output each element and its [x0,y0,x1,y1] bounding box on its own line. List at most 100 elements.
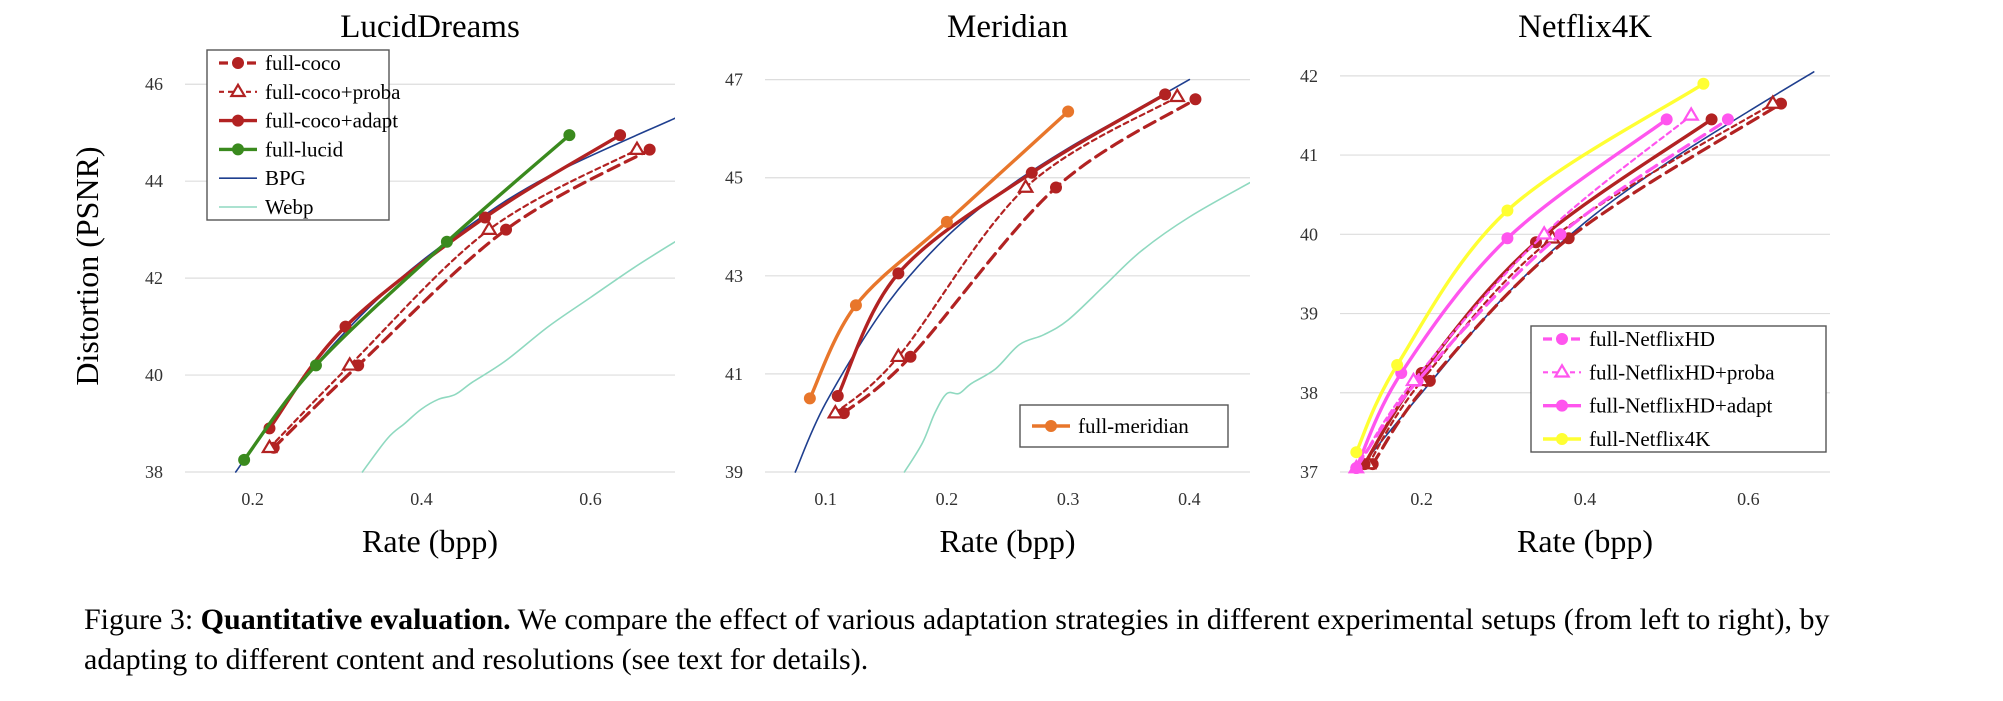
series-line-full-coco-proba [834,95,1179,415]
y-tick-label: 40 [145,365,163,385]
series-full-netflixhd-adapt [1350,113,1673,475]
data-point-full-netflixhd-proba [1404,371,1423,387]
x-axis-label: Rate (bpp) [362,523,498,559]
data-point-full-coco-adapt [478,211,491,224]
y-tick-label: 42 [145,268,163,288]
series-line-full-lucid [242,133,572,462]
data-point-full-coco-adapt [339,320,352,333]
data-point-full-coco [1050,181,1062,194]
data-point-full-netflixhd-proba [1535,225,1553,240]
y-tick-label: 41 [1300,145,1318,165]
series-webp [361,241,675,473]
caption-text: We compare the effect of various adaptat… [84,603,1830,676]
x-axis-label: Rate (bpp) [940,523,1076,559]
chart-panel-luciddreams: 38 40 42 44 46 0.2 0.4 0.6 LucidDreams Rate (bpp)… [69,9,675,559]
chart-title: LucidDreams [340,9,520,45]
series-line-full-netflixhd [1354,117,1730,470]
series-full-coco-proba [260,140,646,454]
legend: full-meridian [1019,404,1229,448]
data-point-full-coco-proba [889,347,907,363]
series-line-full-coco-proba [268,148,639,449]
x-tick-label: 0.2 [936,489,959,509]
y-tick-label: 43 [725,266,743,286]
data-point-full-coco [500,223,513,236]
data-point-full-meridian [940,215,953,228]
data-point-full-coco-proba [826,403,844,419]
series-line-webp [361,241,675,473]
data-point-full-coco [643,143,656,156]
chart-panel-meridian: 39 41 43 45 47 0.1 0.2 0.3 0.4 Meridian Rate (bpp)… [725,9,1250,559]
legend-marker-full-netflixhd-adapt [1556,399,1568,412]
x-axis-label: Rate (bpp) [1517,523,1653,559]
legend-label-bpg: BPG [265,166,306,190]
data-point-full-coco-proba [628,140,646,155]
data-point-full-netflix4k [1697,77,1710,90]
data-point-full-lucid [238,453,251,466]
data-point-full-netflixhd [1554,228,1567,241]
x-tick-label: 0.4 [1178,489,1201,509]
x-tick-label: 0.6 [579,489,602,509]
data-point-full-lucid [563,129,576,142]
y-tick-label: 39 [725,462,743,482]
y-tick-label: 37 [1300,462,1318,482]
caption-label: Figure 3: [84,603,194,636]
data-point-full-lucid [309,359,322,372]
legend-marker-full-lucid [232,143,244,156]
data-point-full-coco-adapt [1025,166,1038,179]
legend-marker-full-netflixhd-proba [1553,363,1571,378]
x-tick-label: 0.6 [1737,489,1760,509]
legend-label-full-coco-proba: full-coco+proba [265,80,401,104]
data-point-full-coco-proba [1168,87,1186,103]
series-line-full-netflixhd-adapt [1354,117,1669,470]
y-tick-label: 40 [1300,224,1318,244]
legend: full-NetflixHD full-NetflixHD+proba full-N… [1530,325,1827,453]
legend-label-webp: Webp [265,195,313,219]
series-full-meridian [803,105,1075,405]
y-tick-label: 38 [1300,383,1318,403]
series-line-full-netflix4k [1354,82,1706,454]
data-point-full-lucid [440,235,453,248]
x-tick-label: 0.3 [1057,489,1080,509]
data-point-full-coco-proba [480,220,498,235]
legend-label-full-coco: full-coco [265,51,341,75]
y-tick-label: 38 [145,462,163,482]
data-point-full-coco [904,350,917,363]
data-point-full-netflixhd [1721,113,1734,126]
y-tick-label: 44 [145,171,163,191]
data-point-full-coco-adapt [1159,88,1172,101]
data-point-full-coco-proba [260,438,279,454]
x-tick-label: 0.4 [410,489,433,509]
chart-title: Meridian [947,9,1068,45]
data-point-full-coco [1189,93,1202,106]
y-tick-label: 46 [145,74,163,94]
legend-marker-full-coco [232,57,244,69]
series-full-coco [837,93,1202,420]
legend-marker-full-meridian [1045,420,1057,432]
legend-box [206,49,390,221]
data-point-full-meridian [1062,105,1075,118]
legend-label-full-lucid: full-lucid [265,137,344,161]
chart-panel-netflix4k: 37 38 39 40 41 42 0.2 0.4 0.6 Netflix4K Rate (bpp)… [1300,9,1830,559]
y-tick-label: 47 [725,70,743,90]
x-tick-label: 0.2 [241,489,264,509]
data-point-full-netflixhd-proba [1682,106,1700,121]
x-tick-label: 0.1 [814,489,837,509]
data-point-full-netflixhd-adapt [1350,462,1363,475]
data-point-full-netflix4k [1501,204,1514,217]
legend-marker-full-coco-adapt [232,114,244,127]
legend-label-full-meridian: full-meridian [1078,414,1189,438]
legend: full-coco full-coco+proba full-coco+adapt f… [206,49,401,221]
legend-label-full-netflixhd-adapt: full-NetflixHD+adapt [1589,394,1772,418]
series-full-coco-adapt [831,88,1172,402]
y-tick-label: 42 [1300,66,1318,86]
data-point-full-coco-adapt [892,267,905,280]
legend-marker-full-netflixhd [1556,333,1568,345]
y-axis-label: Distortion (PSNR) [69,146,105,385]
series-line-full-coco [842,97,1197,415]
series-line-full-coco-adapt [836,92,1167,398]
data-point-full-netflixhd-adapt [1501,232,1514,245]
legend-box [1530,325,1827,453]
series-line-full-netflixhd-proba [1355,114,1693,470]
data-point-full-netflixhd-adapt [1660,113,1673,126]
data-point-full-coco-adapt [614,129,627,142]
